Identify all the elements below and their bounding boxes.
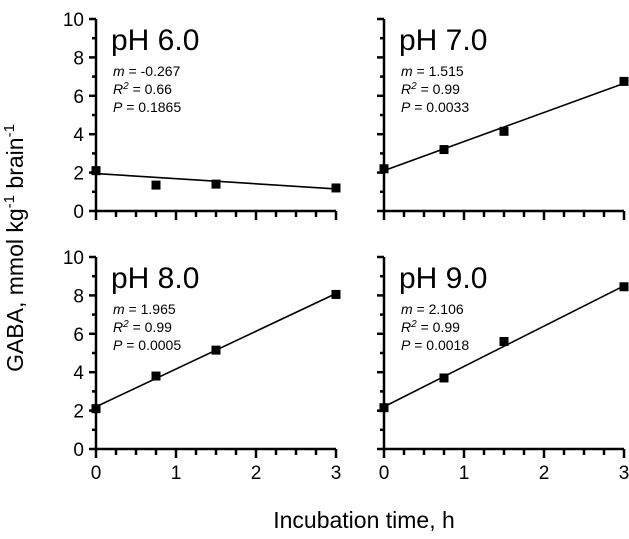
x-tick-label: 1: [171, 463, 182, 484]
data-point: [619, 282, 629, 292]
data-point: [439, 145, 449, 155]
y-axis-title: GABA, mmol kg-1 brain-1: [1, 124, 28, 372]
y-tick-label: 4: [73, 363, 84, 384]
panel-3: 0 2 4 6 8 10 0 1 2 3 pH 8.0 m = 1.965 R2 = 0.99 P = 0…: [63, 248, 341, 484]
y-tick-label: 8: [73, 48, 84, 69]
data-point: [331, 183, 341, 193]
y-tick-label: 2: [73, 402, 84, 423]
data-point: [499, 336, 509, 346]
panel-title: pH 9.0: [399, 262, 487, 295]
panel-title: pH 8.0: [111, 262, 199, 295]
data-point: [619, 76, 629, 86]
x-tick-label: 3: [619, 463, 629, 484]
stat-slope: m = 2.106: [401, 301, 464, 317]
y-axis-title-sup2: -1: [1, 124, 18, 137]
data-point: [211, 345, 221, 355]
panel-title: pH 6.0: [111, 24, 199, 57]
data-point: [379, 403, 389, 413]
stat-slope: m = -0.267: [113, 63, 181, 79]
panel-title: pH 7.0: [399, 24, 487, 57]
data-point: [499, 126, 509, 136]
y-tick-label: 0: [73, 202, 84, 223]
x-tick-label: 0: [379, 463, 390, 484]
y-tick-label: 4: [73, 125, 84, 146]
data-point: [331, 289, 341, 299]
panel-4: 0 1 2 3 pH 9.0 m = 2.106 R2 = 0.99 P = 0.0018: [377, 255, 629, 484]
x-tick-label: 2: [251, 463, 262, 484]
y-tick-label: 10: [63, 10, 84, 31]
data-point: [91, 404, 101, 414]
stat-r2: R2 = 0.99: [401, 81, 460, 97]
x-tick-label: 2: [539, 463, 550, 484]
data-point: [151, 180, 161, 190]
y-tick-label: 0: [73, 440, 84, 461]
data-point: [211, 179, 221, 189]
stat-r2: R2 = 0.99: [401, 319, 460, 335]
stat-slope: m = 1.965: [113, 301, 176, 317]
y-axis-title-mid: brain: [2, 137, 28, 195]
data-point: [439, 373, 449, 383]
x-tick-label: 3: [331, 463, 342, 484]
stat-r2: R2 = 0.99: [113, 319, 172, 335]
stat-r2: R2 = 0.66: [113, 81, 172, 97]
stat-slope: m = 1.515: [401, 63, 464, 79]
x-axis-title: Incubation time, h: [273, 507, 455, 533]
y-tick-label: 8: [73, 286, 84, 307]
y-tick-label: 10: [63, 248, 84, 269]
stat-p: P = 0.0033: [401, 99, 469, 115]
data-point: [379, 164, 389, 174]
panel-1: 0 2 4 6 8 10 pH 6.0 m = -0.267 R2 = 0.66 P = 0.18…: [63, 10, 341, 223]
data-point: [151, 371, 161, 381]
y-tick-label: 6: [73, 325, 84, 346]
stat-p: P = 0.0005: [113, 337, 181, 353]
data-point: [91, 166, 101, 176]
x-tick-label: 0: [91, 463, 102, 484]
x-tick-label: 1: [459, 463, 470, 484]
y-tick-label: 2: [73, 164, 84, 185]
y-axis-title-prefix: GABA, mmol kg: [2, 208, 28, 372]
fit-line: [383, 285, 625, 408]
panel-2: pH 7.0 m = 1.515 R2 = 0.99 P = 0.0033: [377, 17, 629, 220]
stat-p: P = 0.1865: [113, 99, 181, 115]
y-tick-label: 6: [73, 87, 84, 108]
y-axis-title-sup1: -1: [1, 195, 18, 208]
stat-p: P = 0.0018: [401, 337, 469, 353]
